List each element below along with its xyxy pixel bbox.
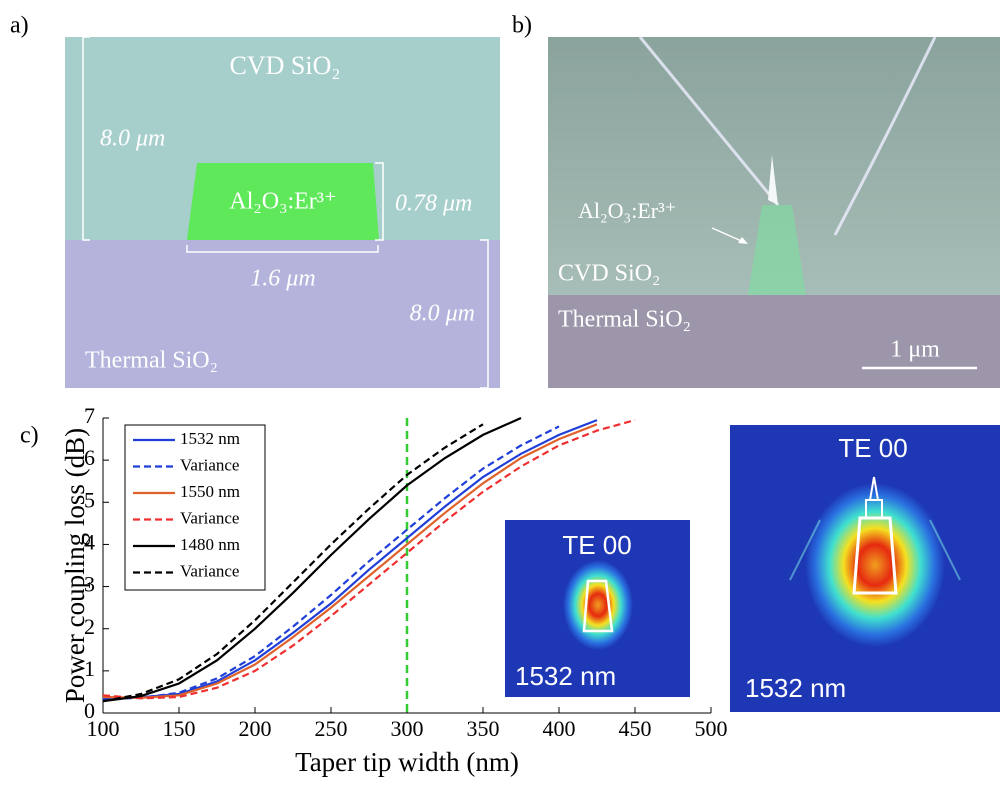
layer-label: CVD SiO₂ [558, 261, 660, 287]
legend-label: 1532 nm [180, 429, 240, 448]
panel-label: a) [10, 13, 29, 39]
inset-label: 1532 nm [515, 661, 616, 691]
x-axis-label: Taper tip width (nm) [295, 747, 519, 777]
dimension-label: 8.0 μm [100, 126, 165, 152]
x-tick-label: 350 [467, 716, 500, 741]
core-label: Al₂O₃:Er³⁺ [578, 198, 676, 223]
x-tick-label: 250 [315, 716, 348, 741]
mode-inset-large: TE 00 1532 nm [730, 425, 1000, 712]
layer-label: Thermal SiO₂ [85, 348, 218, 374]
mode-field [805, 483, 945, 647]
x-tick-label: 450 [619, 716, 652, 741]
core-label: Al₂O₃:Er³⁺ [229, 189, 336, 215]
layer-label: Thermal SiO₂ [558, 307, 691, 333]
inset-label: 1532 nm [745, 673, 846, 703]
panel-label: b) [512, 13, 532, 39]
legend: 1532 nm Variance 1550 nm Variance 1480 nm Var… [125, 425, 265, 590]
legend-label: Variance [180, 508, 239, 527]
inset-title: TE 00 [838, 433, 907, 463]
legend-label: 1480 nm [180, 535, 240, 554]
inset-title: TE 00 [562, 530, 631, 560]
mode-field [563, 560, 633, 650]
panel-b: Al₂O₃:Er³⁺ CVD SiO₂ Thermal SiO₂ 1 μm [548, 37, 1000, 388]
x-tick-label: 500 [695, 716, 728, 741]
panel-a: CVD SiO₂ 8.0 μm Al₂O₃:Er³⁺ 0.78 μm 1.6 μ… [65, 37, 500, 388]
y-axis-label: Power coupling loss (dB) [60, 428, 90, 703]
x-tick-label: 300 [391, 716, 424, 741]
dimension-label: 8.0 μm [410, 301, 475, 327]
x-tick-label: 400 [543, 716, 576, 741]
scale-label: 1 μm [890, 337, 940, 363]
y-tick-label: 7 [84, 403, 95, 428]
layer-label: CVD SiO₂ [230, 51, 341, 80]
mode-inset-small: TE 00 1532 nm [505, 520, 690, 697]
panel-label: c) [20, 423, 39, 449]
x-tick-label: 150 [163, 716, 196, 741]
dimension-label: 1.6 μm [250, 266, 315, 292]
dimension-label: 0.78 μm [395, 191, 472, 217]
legend-label: 1550 nm [180, 482, 240, 501]
x-tick-label: 100 [87, 716, 120, 741]
figure: a) b) c) CVD SiO₂ 8.0 μm Al₂O₃:Er³⁺ 0.78… [0, 0, 1006, 785]
x-tick-label: 200 [239, 716, 272, 741]
legend-label: Variance [180, 455, 239, 474]
legend-label: Variance [180, 561, 239, 580]
